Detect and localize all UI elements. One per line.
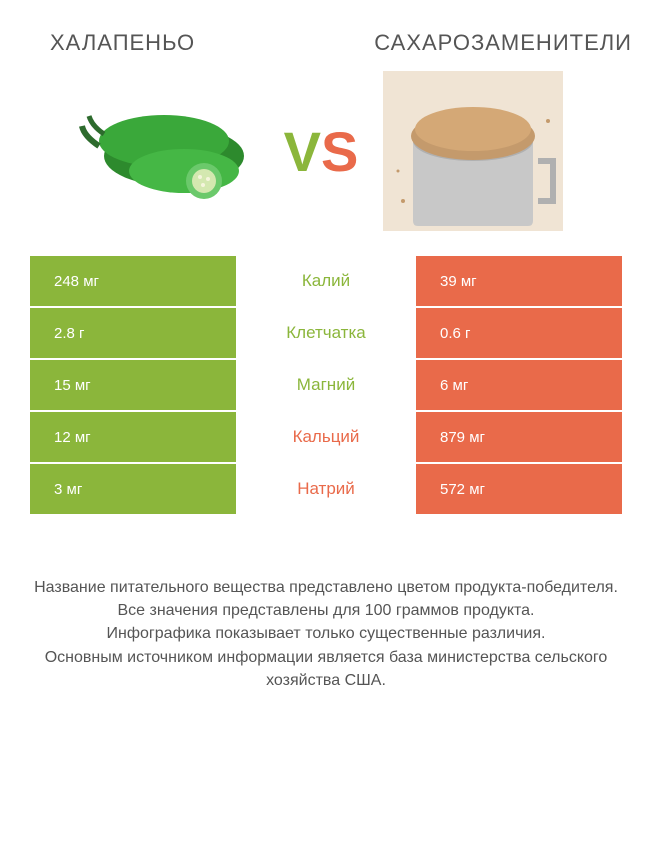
header: Халапеньо Сахарозаменители bbox=[0, 0, 652, 66]
jalapeno-icon bbox=[74, 86, 264, 216]
nutrient-label: Кальций bbox=[236, 412, 416, 462]
vs-s: S bbox=[321, 119, 358, 184]
left-value: 2.8 г bbox=[30, 308, 236, 358]
footer-line: Название питательного вещества представл… bbox=[30, 576, 622, 599]
left-value: 248 мг bbox=[30, 256, 236, 306]
right-value: 0.6 г bbox=[416, 308, 622, 358]
footer-notes: Название питательного вещества представл… bbox=[0, 516, 652, 712]
nutrient-label: Магний bbox=[236, 360, 416, 410]
right-value: 572 мг bbox=[416, 464, 622, 514]
left-value: 3 мг bbox=[30, 464, 236, 514]
right-value: 6 мг bbox=[416, 360, 622, 410]
comparison-table: 248 мгКалий39 мг2.8 гКлетчатка0.6 г15 мг… bbox=[30, 256, 622, 516]
footer-line: Основным источником информации является … bbox=[30, 646, 622, 692]
table-row: 12 мгКальций879 мг bbox=[30, 412, 622, 464]
table-row: 15 мгМагний6 мг bbox=[30, 360, 622, 412]
left-product-image bbox=[74, 76, 264, 226]
right-value: 879 мг bbox=[416, 412, 622, 462]
table-row: 3 мгНатрий572 мг bbox=[30, 464, 622, 516]
right-product-title: Сахарозаменители bbox=[374, 30, 632, 56]
footer-line: Инфографика показывает только существенн… bbox=[30, 622, 622, 645]
left-value: 12 мг bbox=[30, 412, 236, 462]
left-value: 15 мг bbox=[30, 360, 236, 410]
table-row: 2.8 гКлетчатка0.6 г bbox=[30, 308, 622, 360]
right-value: 39 мг bbox=[416, 256, 622, 306]
right-product-image bbox=[378, 76, 568, 226]
table-row: 248 мгКалий39 мг bbox=[30, 256, 622, 308]
nutrient-label: Натрий bbox=[236, 464, 416, 514]
nutrient-label: Клетчатка bbox=[236, 308, 416, 358]
vs-v: V bbox=[284, 119, 321, 184]
sugar-bowl-icon bbox=[383, 71, 563, 231]
left-product-title: Халапеньо bbox=[50, 30, 195, 56]
nutrient-label: Калий bbox=[236, 256, 416, 306]
footer-line: Все значения представлены для 100 граммо… bbox=[30, 599, 622, 622]
vs-label: VS bbox=[284, 119, 359, 184]
hero-row: VS bbox=[0, 66, 652, 256]
